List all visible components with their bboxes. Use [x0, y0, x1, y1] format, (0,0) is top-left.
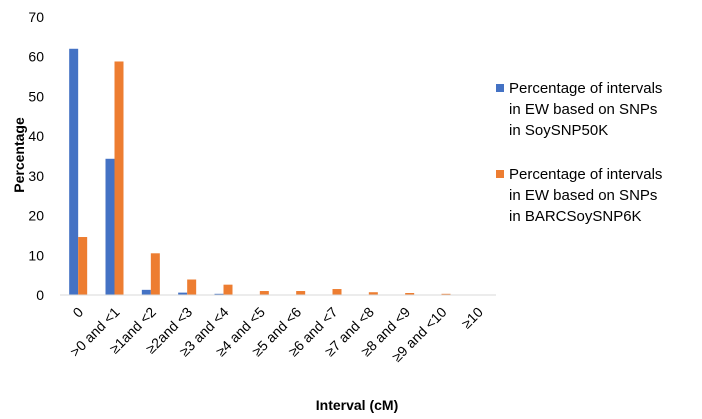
- bar-series-2-3: [187, 279, 197, 295]
- y-tick-label: 10: [28, 247, 44, 263]
- bar-series-2-10: [441, 293, 451, 295]
- x-axis-title: Interval (cM): [316, 397, 398, 413]
- y-tick-label: 40: [28, 128, 44, 144]
- bar-series-1-3: [178, 292, 188, 295]
- x-tick-label: 0: [69, 304, 86, 321]
- legend-label-2: Percentage of intervals: [509, 166, 662, 183]
- bars: [69, 48, 487, 296]
- x-axis-ticks: 0>0 and <1≥1and <2≥2and <3≥3 and <4≥4 an…: [67, 304, 486, 365]
- y-tick-label: 70: [28, 9, 44, 25]
- y-axis-title: Percentage: [11, 117, 27, 193]
- bar-series-2-7: [332, 289, 342, 295]
- bar-series-2-9: [405, 293, 415, 295]
- legend-label-1: Percentage of intervals: [509, 80, 662, 97]
- bar-series-2-1: [114, 61, 124, 296]
- legend-label-1: in SoySNP50K: [509, 122, 608, 139]
- bar-series-2-8: [368, 292, 378, 295]
- legend: Percentage of intervals in EW based on SN…: [496, 80, 662, 225]
- legend-swatch-1: [496, 84, 504, 92]
- y-tick-label: 50: [28, 88, 44, 104]
- y-tick-label: 30: [28, 168, 44, 184]
- bar-series-1-2: [141, 289, 151, 295]
- legend-swatch-2: [496, 170, 504, 178]
- y-tick-label: 20: [28, 208, 44, 224]
- bar-series-1-0: [69, 48, 79, 295]
- bar-series-2-4: [223, 284, 233, 295]
- bar-series-2-6: [296, 291, 306, 295]
- legend-label-1: in EW based on SNPs: [509, 101, 657, 118]
- bar-series-1-4: [214, 293, 224, 295]
- bar-series-2-0: [78, 237, 88, 295]
- legend-label-2: in EW based on SNPs: [509, 187, 657, 204]
- legend-label-2: in BARCSoySNP6K: [509, 208, 642, 225]
- y-tick-label: 0: [36, 287, 44, 303]
- x-tick-label: ≥10: [458, 304, 486, 332]
- y-axis-ticks: 0 10 20 30 40 50 60 70: [28, 9, 44, 303]
- bar-series-2-5: [259, 291, 269, 295]
- y-tick-label: 60: [28, 49, 44, 65]
- bar-series-1-1: [105, 158, 115, 295]
- bar-series-2-2: [150, 253, 160, 295]
